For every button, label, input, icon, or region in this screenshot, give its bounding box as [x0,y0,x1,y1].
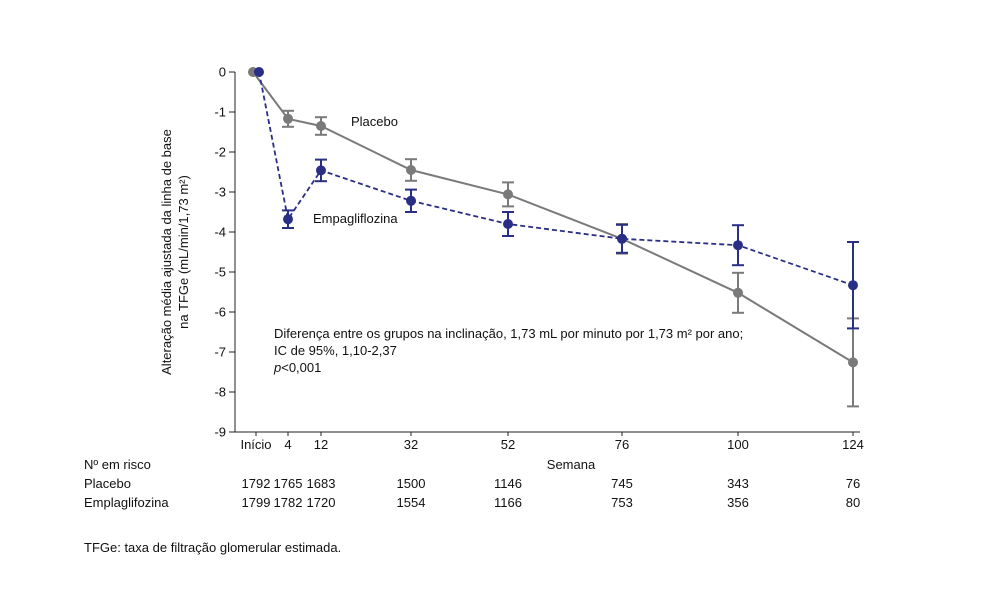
x-tick-label: 32 [404,437,418,452]
data-point [848,280,858,291]
data-point [406,195,416,206]
x-tick-label: Início [240,437,271,452]
risk-cell: 745 [611,476,633,491]
risk-cell: 1554 [396,495,426,510]
x-axis-title: Semana [547,457,596,472]
p-value-symbol: p [273,360,281,375]
x-tick-label: 4 [284,437,291,452]
x-tick-label: 52 [501,437,515,452]
data-point [283,214,293,225]
risk-cell: 1146 [494,476,522,491]
data-point [503,219,513,229]
data-point [406,165,416,175]
risk-table-title: Nº em risco [84,457,151,472]
risk-cell: 1765 [273,476,303,491]
x-tick-label: 12 [314,437,328,452]
y-axis-title-line-2: na TFGe (mL/min/1,73 m²) [176,175,191,329]
y-tick-label: -2 [214,145,226,160]
annotation-line-1: Diferença entre os grupos na inclinação,… [274,326,743,341]
risk-cell: 1799 [241,495,271,510]
x-tick-label: 100 [727,437,749,452]
y-tick-label: 0 [219,65,226,80]
data-point [503,189,513,200]
placebo-series-label: Placebo [351,114,398,129]
risk-cell: 1792 [241,476,271,491]
y-tick-label: -4 [214,225,226,240]
x-axis: Início 4 12 32 52 76 100 124 [235,431,864,452]
y-tick-label: -7 [214,345,226,360]
empagliflozina-series-label: Empagliflozina [313,211,398,226]
risk-cell: 76 [845,476,861,491]
y-tick-label: -3 [214,185,226,200]
p-value-text: <0,001 [281,360,321,375]
data-point [316,121,326,131]
risk-cell: 356 [727,495,749,510]
data-point [733,240,743,251]
risk-cell: 753 [611,495,633,510]
y-axis-title-line-1: Alteração média ajustada da linha de bas… [159,129,174,375]
x-tick-label: 76 [615,437,629,452]
series-layer [248,67,859,408]
risk-cell: 1782 [273,495,303,510]
series-empagliflozina [254,67,859,330]
x-tick-label: 124 [842,437,864,452]
risk-cell: 1166 [494,495,522,510]
y-axis: 0 -1 -2 -3 -4 -5 -6 -7 -8 -9 [214,65,236,440]
risk-row-label-placebo: Placebo [84,476,131,491]
annotation-line-3: p<0,001 [273,360,321,375]
risk-cell: 80 [845,495,861,510]
y-tick-label: -6 [214,305,226,320]
y-tick-label: -5 [214,265,226,280]
footnote: TFGe: taxa de filtração glomerular estim… [84,540,342,555]
series-line [252,71,854,364]
data-point [254,67,264,77]
data-point [733,287,743,298]
y-tick-label: -9 [214,425,226,440]
data-point [316,165,326,176]
y-tick-label: -1 [214,105,226,120]
annotation-line-2: IC de 95%, 1,10-2,37 [274,343,397,358]
data-point [617,233,627,244]
risk-cell: 1683 [306,476,336,491]
data-point [848,357,858,368]
data-point [283,113,293,124]
risk-cell: 1500 [396,476,426,491]
risk-row-label-empagliflozina: Emplaglifozina [84,495,169,510]
risk-cell: 343 [727,476,749,491]
series-line [258,71,854,287]
risk-cell: 1720 [306,495,336,510]
y-tick-label: -8 [214,385,226,400]
